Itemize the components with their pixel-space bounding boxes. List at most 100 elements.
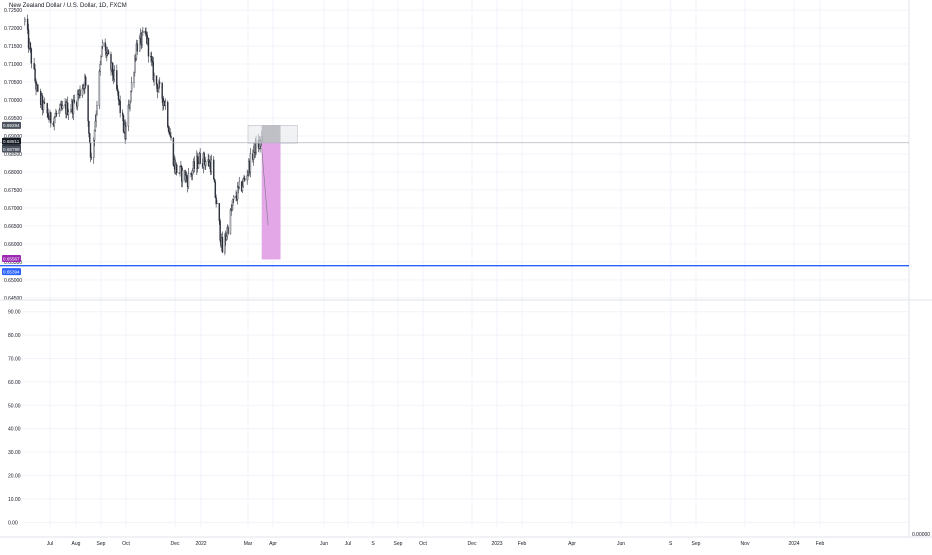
candle-body <box>89 142 92 158</box>
trend-arrow <box>261 148 269 226</box>
candle-body <box>169 133 171 137</box>
candle-body <box>46 103 48 114</box>
price-tick-label: 0.70500 <box>4 80 22 86</box>
time-tick-label: Nov <box>741 541 750 547</box>
candle-body <box>93 140 95 158</box>
candle-body <box>47 112 49 119</box>
candle-body <box>110 53 112 70</box>
price-tick-label: 0.72000 <box>4 26 22 32</box>
time-tick-label: S <box>669 541 673 547</box>
candle-body <box>37 84 39 92</box>
candle-body <box>56 113 58 115</box>
indicator-tick-label: 30.00 <box>8 450 21 456</box>
candle-body <box>210 159 213 173</box>
candle-body <box>191 170 194 176</box>
candle-body <box>88 120 90 134</box>
candle-body <box>106 53 108 56</box>
time-tick-label: Jun <box>320 541 328 547</box>
indicator-tick-label: 60.00 <box>8 380 21 386</box>
candle-body <box>221 236 224 253</box>
candle-body <box>42 101 45 111</box>
candle-body <box>151 56 153 61</box>
candle-body <box>219 220 221 241</box>
time-tick-label: Mar <box>244 541 253 547</box>
indicator-value-label: 0.00000 <box>912 532 930 538</box>
candle-body <box>213 179 216 183</box>
candle-body <box>199 153 201 164</box>
candle-body <box>136 43 138 52</box>
candle-body <box>152 61 155 81</box>
candle-body <box>151 60 154 63</box>
indicator-tick-label: 40.00 <box>8 427 21 433</box>
candle-body <box>156 84 159 92</box>
candle-body <box>117 91 120 100</box>
candle-body <box>155 75 158 85</box>
time-tick-label: Sep <box>394 541 403 547</box>
candle-body <box>181 170 184 182</box>
price-tick-label: 0.65000 <box>4 278 22 284</box>
candle-body <box>232 195 235 200</box>
candle-body <box>73 99 76 103</box>
candle-body <box>43 101 46 104</box>
symbol-title: New Zealand Dollar / U.S. Dollar, 1D, FX… <box>9 3 127 9</box>
candle-body <box>105 46 107 56</box>
candle-body <box>26 18 29 30</box>
time-tick-label: Aug <box>72 541 81 547</box>
candle-body <box>153 75 155 81</box>
time-tick-label: S <box>371 541 375 547</box>
candle-body <box>214 182 217 198</box>
candle-body <box>54 116 56 119</box>
candle-body <box>104 42 106 48</box>
time-tick-label: 2023 <box>491 541 502 547</box>
candle-body <box>93 130 96 141</box>
time-tick-label: Dec <box>468 541 477 547</box>
candle-body <box>107 50 110 55</box>
box-top-badge: 0.69294 <box>3 123 20 128</box>
indicator-tick-label: 90.00 <box>8 310 21 316</box>
indicator-tick-label: 0.00 <box>8 520 18 526</box>
candle-body <box>159 82 161 84</box>
box-mid-badge-bg <box>2 145 21 153</box>
time-tick-label: Oct <box>419 541 427 547</box>
price-tick-label: 0.69500 <box>4 116 22 122</box>
candle-body <box>247 171 249 176</box>
price-tick-label: 0.65500 <box>4 260 22 266</box>
candle-body <box>95 114 97 122</box>
candle-body <box>197 163 200 169</box>
candle-body <box>225 235 228 241</box>
candle-body <box>34 68 36 82</box>
candle-body <box>98 70 101 106</box>
time-tick-label: Apr <box>269 541 277 547</box>
price-tick-label: 0.64500 <box>4 296 22 302</box>
candle-body <box>134 58 136 73</box>
candle-body <box>147 37 150 57</box>
candle-body <box>67 111 70 115</box>
candle-body <box>87 85 89 122</box>
line-badge-bg <box>2 268 21 276</box>
indicator-tick-label: 70.00 <box>8 357 21 363</box>
candle-body <box>96 105 98 115</box>
price-tick-label: 0.72500 <box>4 8 22 14</box>
candle-body <box>130 90 132 102</box>
box-top-badge-bg <box>2 121 21 129</box>
time-tick-label: Apr <box>568 541 576 547</box>
candle-body <box>121 112 124 116</box>
candle-body <box>84 76 87 86</box>
candle-body <box>55 113 57 117</box>
candle-body <box>50 112 52 124</box>
time-tick-label: Sep <box>692 541 701 547</box>
candle-body <box>241 186 244 191</box>
candle-body <box>238 181 240 188</box>
candle-body <box>242 178 244 187</box>
candle-body <box>134 58 137 60</box>
time-tick-label: Feb <box>816 541 825 547</box>
candle-body <box>119 100 121 114</box>
time-tick-label: Jul <box>345 541 351 547</box>
candle-body <box>246 175 248 181</box>
current-price-badge-bg <box>2 137 21 145</box>
price-tick-label: 0.67000 <box>4 206 22 212</box>
candle-body <box>130 82 133 92</box>
candle-body <box>127 104 130 127</box>
